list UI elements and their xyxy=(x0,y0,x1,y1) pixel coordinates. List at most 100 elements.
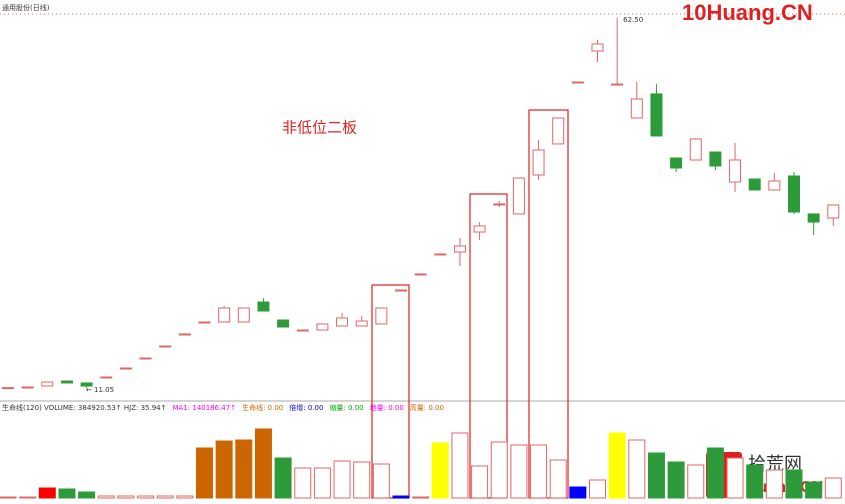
candle-body xyxy=(512,177,525,215)
candle-body xyxy=(689,138,702,161)
candle-body xyxy=(532,149,545,176)
watermark: 10Huang.CN xyxy=(682,0,813,25)
volume-bar xyxy=(706,447,724,499)
volume-bar xyxy=(785,469,803,499)
volume-bar xyxy=(746,464,764,499)
volume-bar xyxy=(490,441,508,499)
annotation: 非低位二板 xyxy=(282,119,357,137)
volume-bar xyxy=(274,457,292,499)
candle-body xyxy=(709,151,722,167)
volume-bar xyxy=(58,488,76,499)
volume-bar xyxy=(824,477,842,499)
candle-body xyxy=(552,117,565,145)
volume-bar xyxy=(117,495,135,499)
logo-sub: Huang.CN xyxy=(746,479,823,496)
candle-body xyxy=(178,333,191,336)
volume-bar xyxy=(137,495,155,499)
candle-body xyxy=(434,253,447,256)
volume-bar xyxy=(254,428,272,499)
candle-body xyxy=(395,289,407,292)
indicator-label: 缩量: 0.00 xyxy=(329,403,363,412)
indicator-label: MA1: 140186.47↑ xyxy=(173,404,237,412)
volume-bar xyxy=(628,439,646,499)
candle-body xyxy=(650,93,663,137)
candle-body xyxy=(807,213,820,223)
volume-bar xyxy=(589,479,606,499)
candle-body xyxy=(296,329,309,332)
candle-body xyxy=(729,159,742,183)
volume-bar xyxy=(392,495,410,499)
volume-bar xyxy=(235,439,253,499)
volume-bar xyxy=(0,496,17,499)
volume-bar xyxy=(569,486,587,499)
highlight-box xyxy=(528,109,569,499)
candle-body xyxy=(630,98,643,119)
candle-body xyxy=(493,203,506,206)
volume-bar xyxy=(196,447,213,499)
volume-bar xyxy=(38,487,56,499)
indicator-label: 倍增: 0.00 xyxy=(289,403,323,412)
volume-bar xyxy=(510,444,528,499)
candle-body xyxy=(41,381,54,387)
chart-title: 通用股份(日线) xyxy=(2,3,50,12)
volume-bar xyxy=(412,496,430,499)
volume-bar xyxy=(313,467,331,499)
volume-bar xyxy=(294,467,312,499)
volume-bar xyxy=(805,481,823,499)
indicator-label: 高量: 0.00 xyxy=(410,403,444,412)
volume-bar xyxy=(530,444,548,499)
candle-body xyxy=(827,204,840,219)
volume-bar xyxy=(215,440,233,499)
candle-body xyxy=(159,345,172,348)
volume-bar xyxy=(451,432,469,499)
volume-bar xyxy=(471,465,489,499)
candle-body xyxy=(473,225,486,233)
candle-body xyxy=(80,382,93,387)
indicator-label: 生命线(120) VOLUME: 384920.53↑ HJZ: 35.94↑ xyxy=(2,403,167,412)
volume-bar xyxy=(431,442,449,499)
volume-bar xyxy=(353,461,371,499)
candle-body xyxy=(100,376,113,379)
candle-body xyxy=(355,320,368,327)
candle-body xyxy=(611,83,624,86)
indicator-label: 生命线: 0.00 xyxy=(242,403,283,412)
volume-bar xyxy=(19,496,37,499)
candle-body xyxy=(139,357,152,360)
volume-bar xyxy=(726,457,744,499)
volume-bar xyxy=(549,459,567,499)
volume-bar xyxy=(176,495,194,499)
volume-bar xyxy=(687,464,705,499)
volume-bar xyxy=(333,460,351,499)
highlight-boxes xyxy=(371,109,569,499)
candle-body xyxy=(788,175,800,213)
candle-body xyxy=(237,307,250,323)
candle-body xyxy=(336,317,349,327)
candle-body xyxy=(2,387,14,390)
candle-body xyxy=(375,307,388,325)
volume-bar xyxy=(156,495,174,499)
highlight-box xyxy=(469,193,508,499)
candle-body xyxy=(119,367,132,370)
candle-body xyxy=(591,43,604,52)
candle-body xyxy=(198,321,211,324)
volume-bar xyxy=(97,495,115,499)
candle-body xyxy=(60,380,73,384)
candle-body xyxy=(316,323,329,331)
indicator-label: 地量: 0.00 xyxy=(370,403,404,412)
candle-body xyxy=(748,178,761,191)
volume-bar xyxy=(608,432,626,499)
candle-body xyxy=(414,273,427,276)
volume-bar xyxy=(765,469,783,499)
candle-body xyxy=(571,81,584,84)
candle-body xyxy=(768,180,781,191)
volume-bar xyxy=(667,461,685,499)
volume-bar xyxy=(647,452,665,499)
candle-body xyxy=(21,386,34,389)
candle-body xyxy=(453,245,466,253)
arrow: ← xyxy=(86,386,92,394)
volume-bar xyxy=(372,463,390,499)
candle-body xyxy=(218,307,231,323)
high-label: 62.50 xyxy=(623,16,643,24)
